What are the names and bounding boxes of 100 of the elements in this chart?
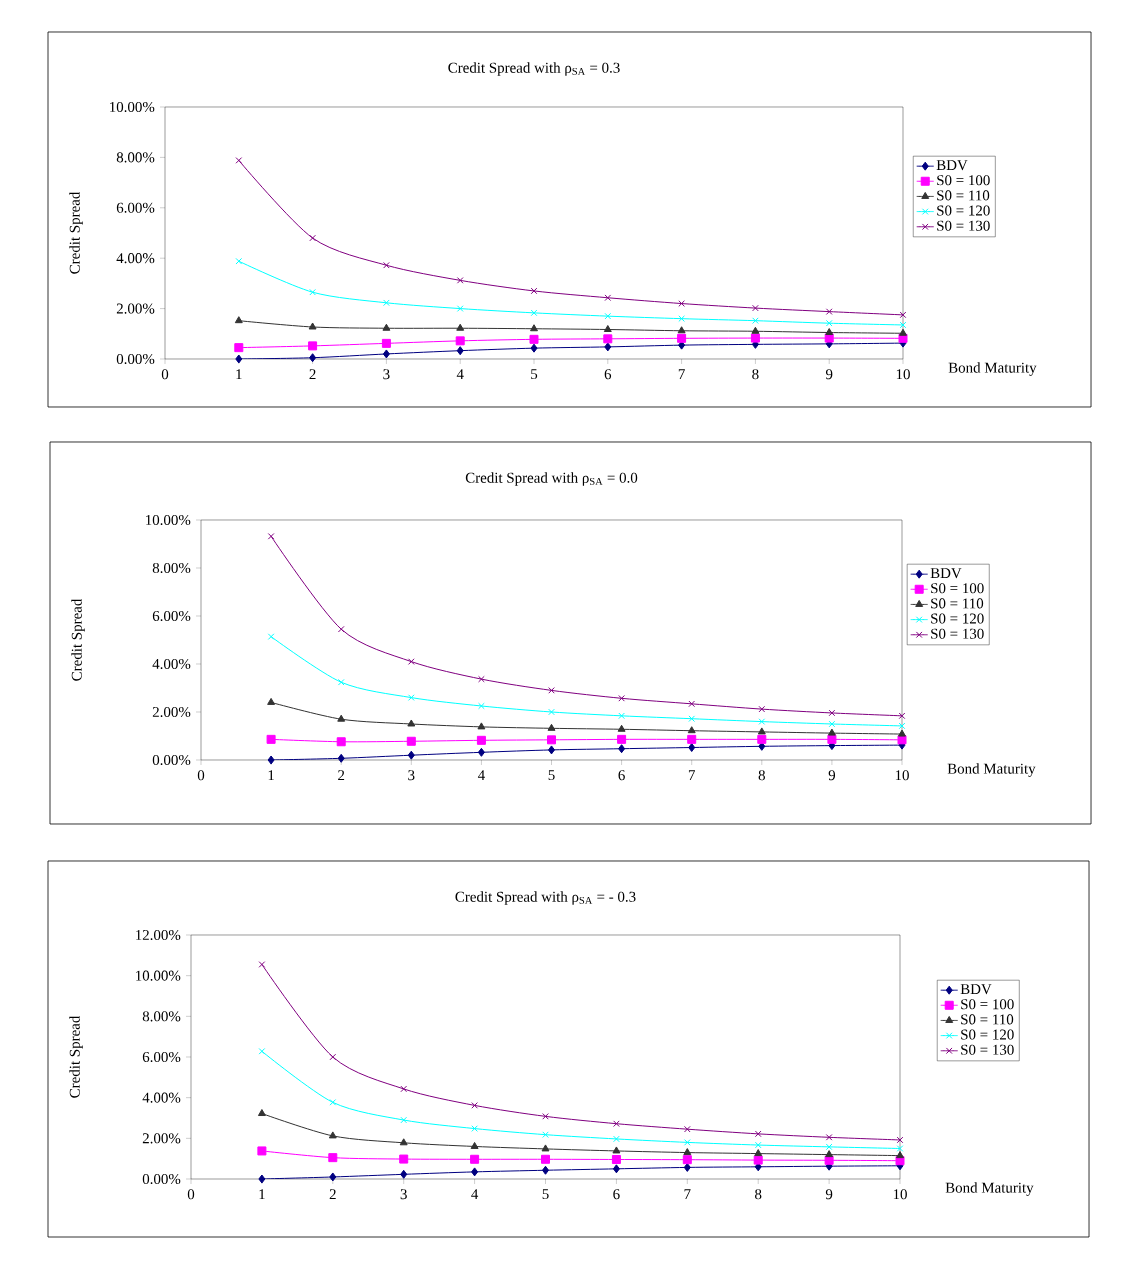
point — [618, 694, 625, 702]
point — [258, 961, 266, 968]
point — [617, 734, 627, 744]
point — [547, 723, 556, 731]
point — [470, 1154, 480, 1164]
point — [683, 1148, 692, 1156]
x-tick-label: 2 — [309, 369, 316, 380]
point — [470, 1141, 479, 1149]
x-tick-label: 8 — [755, 1189, 762, 1200]
point — [235, 354, 243, 364]
point — [407, 694, 415, 701]
x-axis-title: Bond Maturity — [947, 763, 1036, 777]
point — [548, 708, 555, 716]
legend-label: S0 = 130 — [937, 220, 990, 231]
y-tick-label: 4.00% — [142, 1092, 181, 1103]
point — [478, 675, 485, 683]
point — [613, 1120, 620, 1128]
point — [547, 735, 556, 745]
point — [530, 343, 538, 353]
point — [603, 325, 612, 332]
x-tick-label: 6 — [604, 369, 612, 380]
point — [258, 1047, 266, 1055]
y-tick-label: 10.00% — [136, 970, 181, 981]
point — [688, 700, 696, 708]
x-tick-label: 5 — [531, 369, 538, 380]
y-tick-label: 10.00% — [110, 101, 155, 113]
point — [337, 753, 345, 763]
x-tick-label: 1 — [236, 369, 242, 380]
point — [898, 729, 906, 737]
point — [476, 735, 486, 745]
point — [267, 633, 275, 640]
point — [683, 1162, 691, 1172]
x-tick-label: 5 — [542, 1189, 549, 1200]
point — [456, 305, 464, 312]
y-tick-label: 0.00% — [142, 1173, 181, 1185]
point — [824, 1155, 834, 1165]
point — [329, 1172, 337, 1182]
point — [530, 309, 538, 317]
point — [383, 261, 390, 269]
x-tick-label: 1 — [259, 1189, 265, 1200]
point — [542, 1165, 549, 1175]
legend-label: BDV — [930, 568, 962, 579]
x-tick-label: 0 — [161, 369, 169, 380]
point — [382, 349, 390, 359]
point — [899, 311, 907, 319]
point — [471, 1167, 479, 1177]
x-tick-label: 8 — [758, 770, 765, 781]
point — [477, 747, 485, 757]
point — [899, 328, 907, 336]
point — [604, 342, 612, 352]
legend-label: S0 = 100 — [961, 999, 1014, 1010]
y-tick-label: 8.00% — [142, 1011, 181, 1022]
point — [337, 714, 346, 722]
point — [828, 720, 836, 728]
point — [825, 1150, 834, 1158]
point — [328, 1153, 338, 1163]
point — [456, 277, 464, 284]
point — [687, 734, 697, 744]
point — [688, 715, 696, 723]
point — [407, 719, 416, 727]
point — [235, 157, 243, 164]
y-axis-title: Credit Spread — [69, 1015, 83, 1098]
point — [234, 316, 243, 324]
point — [612, 1164, 620, 1174]
point — [542, 1113, 549, 1120]
point — [530, 324, 538, 332]
legend-label: BDV — [936, 160, 968, 171]
legend-label: S0 = 110 — [961, 1014, 1014, 1025]
point — [752, 317, 759, 325]
point — [308, 322, 317, 330]
y-tick-label: 8.00% — [152, 562, 191, 574]
point — [267, 532, 275, 540]
x-tick-label: 5 — [548, 770, 555, 781]
point — [617, 724, 626, 732]
x-tick-label: 3 — [383, 369, 390, 380]
point — [337, 625, 345, 633]
legend-label: S0 = 120 — [931, 613, 984, 624]
point — [266, 734, 276, 744]
legend-label: S0 = 130 — [931, 628, 984, 639]
x-tick-label: 0 — [197, 770, 205, 781]
point — [456, 323, 465, 331]
legend-label: S0 = 120 — [937, 205, 990, 216]
point — [603, 334, 613, 344]
point — [529, 334, 539, 344]
x-tick-label: 0 — [187, 1189, 195, 1200]
y-tick-label: 2.00% — [152, 706, 191, 718]
x-tick-label: 2 — [338, 770, 345, 781]
point — [754, 1149, 763, 1157]
point — [337, 678, 345, 686]
point — [309, 353, 317, 363]
point — [455, 336, 465, 346]
point — [399, 1138, 408, 1146]
x-tick-label: 8 — [752, 369, 759, 380]
point — [824, 333, 834, 343]
point — [407, 658, 415, 665]
x-tick-label: 4 — [456, 369, 464, 380]
legend-label: S0 = 110 — [937, 190, 990, 201]
point — [612, 1146, 621, 1154]
point — [678, 315, 685, 322]
x-tick-label: 10 — [893, 1189, 907, 1200]
